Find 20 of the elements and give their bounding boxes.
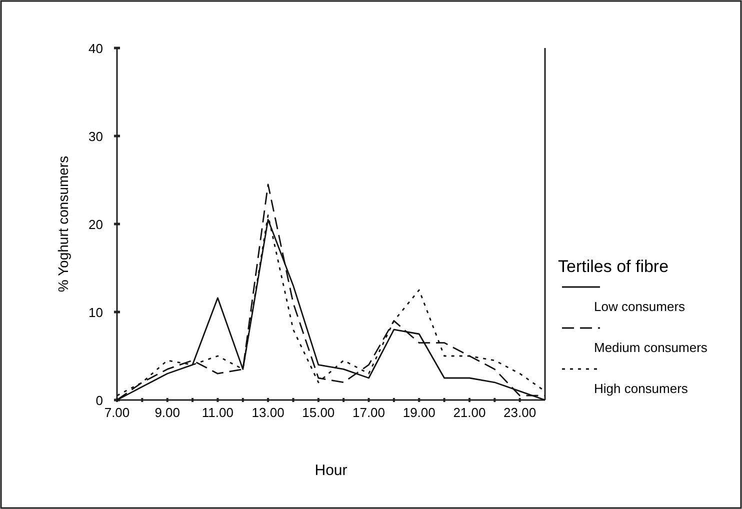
legend-title: Tertiles of fibre [558, 257, 669, 276]
x-tick-label: 9.00 [154, 405, 180, 420]
y-tick-label: 30 [88, 129, 103, 144]
x-tick-label: 19.00 [402, 405, 436, 420]
y-tick-label: 20 [88, 217, 103, 232]
x-axis-title: Hour [314, 462, 348, 479]
y-tick-label: 40 [88, 41, 103, 56]
x-tick-label: 7.00 [104, 405, 130, 420]
x-tick-label: 17.00 [352, 405, 386, 420]
legend-label: Low consumers [594, 299, 686, 314]
y-tick-label: 0 [96, 393, 103, 408]
y-tick-label: 10 [88, 305, 103, 320]
x-tick-label: 21.00 [453, 405, 486, 420]
y-axis-title: % Yoghurt consumers [55, 156, 71, 292]
x-tick-label: 23.00 [504, 405, 536, 420]
x-tick-label: 15.00 [302, 405, 335, 420]
legend-label: High consumers [594, 381, 688, 396]
x-tick-label: 11.00 [202, 405, 234, 420]
legend-label: Medium consumers [594, 340, 708, 355]
x-tick-label: 13.00 [252, 405, 284, 420]
